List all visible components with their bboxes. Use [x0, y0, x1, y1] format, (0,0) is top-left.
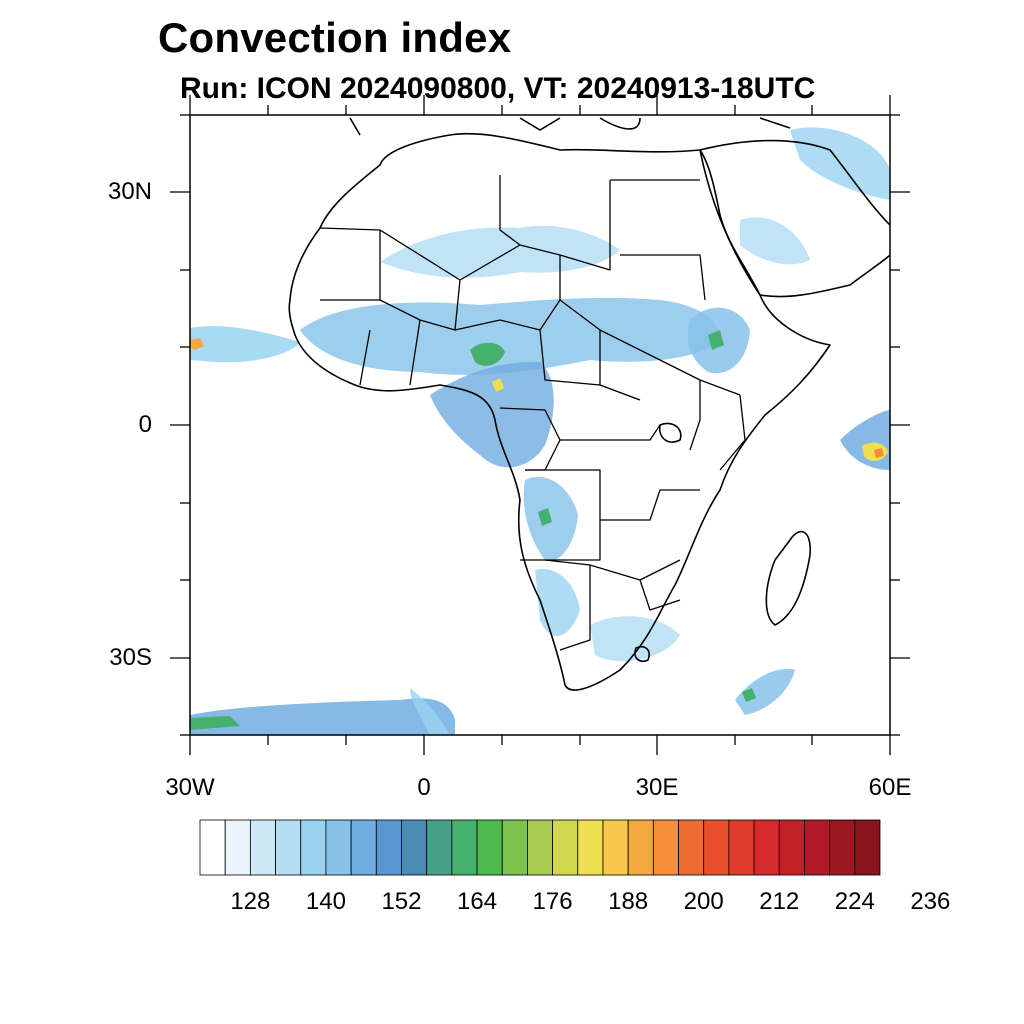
colorbar-label: 224: [834, 888, 875, 915]
colorbar-label: 140: [305, 888, 346, 915]
convection-core-ethiopia: [708, 330, 724, 350]
colorbar-box: [602, 819, 629, 876]
convection-area-indian-ocean: [840, 410, 890, 470]
convection-core-angola: [538, 508, 552, 526]
convection-area-namibia: [535, 569, 580, 637]
country-borders: [319, 175, 746, 651]
convection-area-south-atlantic: [190, 698, 455, 735]
colorbar-box: [753, 819, 780, 876]
colorbar-box: [829, 819, 856, 876]
colorbar-box: [350, 819, 377, 876]
convection-area-sahel: [300, 297, 720, 375]
convection-area-south-africa: [590, 616, 680, 662]
convection-field: [190, 127, 890, 735]
europe-coast: [349, 117, 791, 136]
colorbar-box: [199, 819, 226, 876]
lat-label-30s: 30S: [109, 644, 152, 671]
map-title: Convection index: [158, 14, 512, 61]
colorbar: [199, 819, 881, 876]
colorbar-box: [501, 819, 528, 876]
convection-core-nigeria: [470, 342, 505, 366]
lesotho: [634, 645, 650, 663]
colorbar-box: [401, 819, 428, 876]
lon-label-0: 0: [417, 774, 431, 801]
lat-label-0: 0: [138, 411, 152, 438]
madagascar-outline: [765, 530, 811, 626]
map-subtitle: Run: ICON 2024090800, VT: 20240913-18UTC: [180, 72, 816, 105]
africa-coastline: [288, 132, 831, 691]
colorbar-box: [678, 819, 705, 876]
lake-victoria: [658, 422, 682, 443]
colorbar-box: [451, 819, 478, 876]
convection-core-west-atlantic: [190, 338, 204, 350]
lon-label-30e: 30E: [635, 774, 679, 801]
colorbar-box: [728, 819, 755, 876]
colorbar-label: 164: [457, 888, 498, 915]
red-sea-coast: [699, 149, 761, 296]
colorbar-box: [426, 819, 453, 876]
colorbar-box: [854, 819, 881, 876]
colorbar-box: [703, 819, 730, 876]
convection-area-congo: [430, 361, 554, 468]
convection-core-cameroon: [492, 378, 504, 392]
colorbar-box: [476, 819, 503, 876]
arabia-coastline: [699, 139, 890, 298]
colorbar-label: 236: [910, 888, 951, 915]
colorbar-label: 152: [381, 888, 422, 915]
colorbar-box: [652, 819, 679, 876]
lat-label-30n: 30N: [107, 178, 152, 205]
colorbar-label: 200: [683, 888, 724, 915]
convection-core-madagascar-south: [742, 688, 756, 702]
colorbar-box: [552, 819, 579, 876]
colorbar-box: [224, 819, 251, 876]
convection-area-west-atlantic: [190, 325, 300, 363]
convection-peak-indian-ocean: [874, 448, 884, 458]
colorbar-label: 176: [532, 888, 573, 915]
lon-label-60e: 60E: [868, 774, 912, 801]
colorbar-box: [527, 819, 553, 876]
colorbar-box: [300, 819, 327, 876]
colorbar-label: 212: [759, 888, 800, 915]
convection-area-madagascar-south: [735, 669, 795, 715]
coastlines: [288, 117, 890, 691]
axis-ticks: [170, 95, 910, 755]
lon-label-30w: 30W: [165, 774, 215, 801]
convection-area-arabia: [740, 217, 810, 265]
colorbar-box: [375, 819, 402, 876]
convection-core-south-atlantic: [190, 716, 240, 730]
colorbar-label: 128: [230, 888, 271, 915]
colorbar-box: [804, 819, 831, 876]
colorbar-label: 188: [608, 888, 649, 915]
colorbar-box: [325, 819, 352, 876]
colorbar-box: [778, 819, 805, 876]
colorbar-box: [577, 819, 604, 876]
convection-streak-atlantic: [410, 688, 450, 735]
colorbar-box: [627, 819, 654, 876]
colorbar-box: [275, 819, 302, 876]
colorbar-box: [249, 819, 276, 876]
